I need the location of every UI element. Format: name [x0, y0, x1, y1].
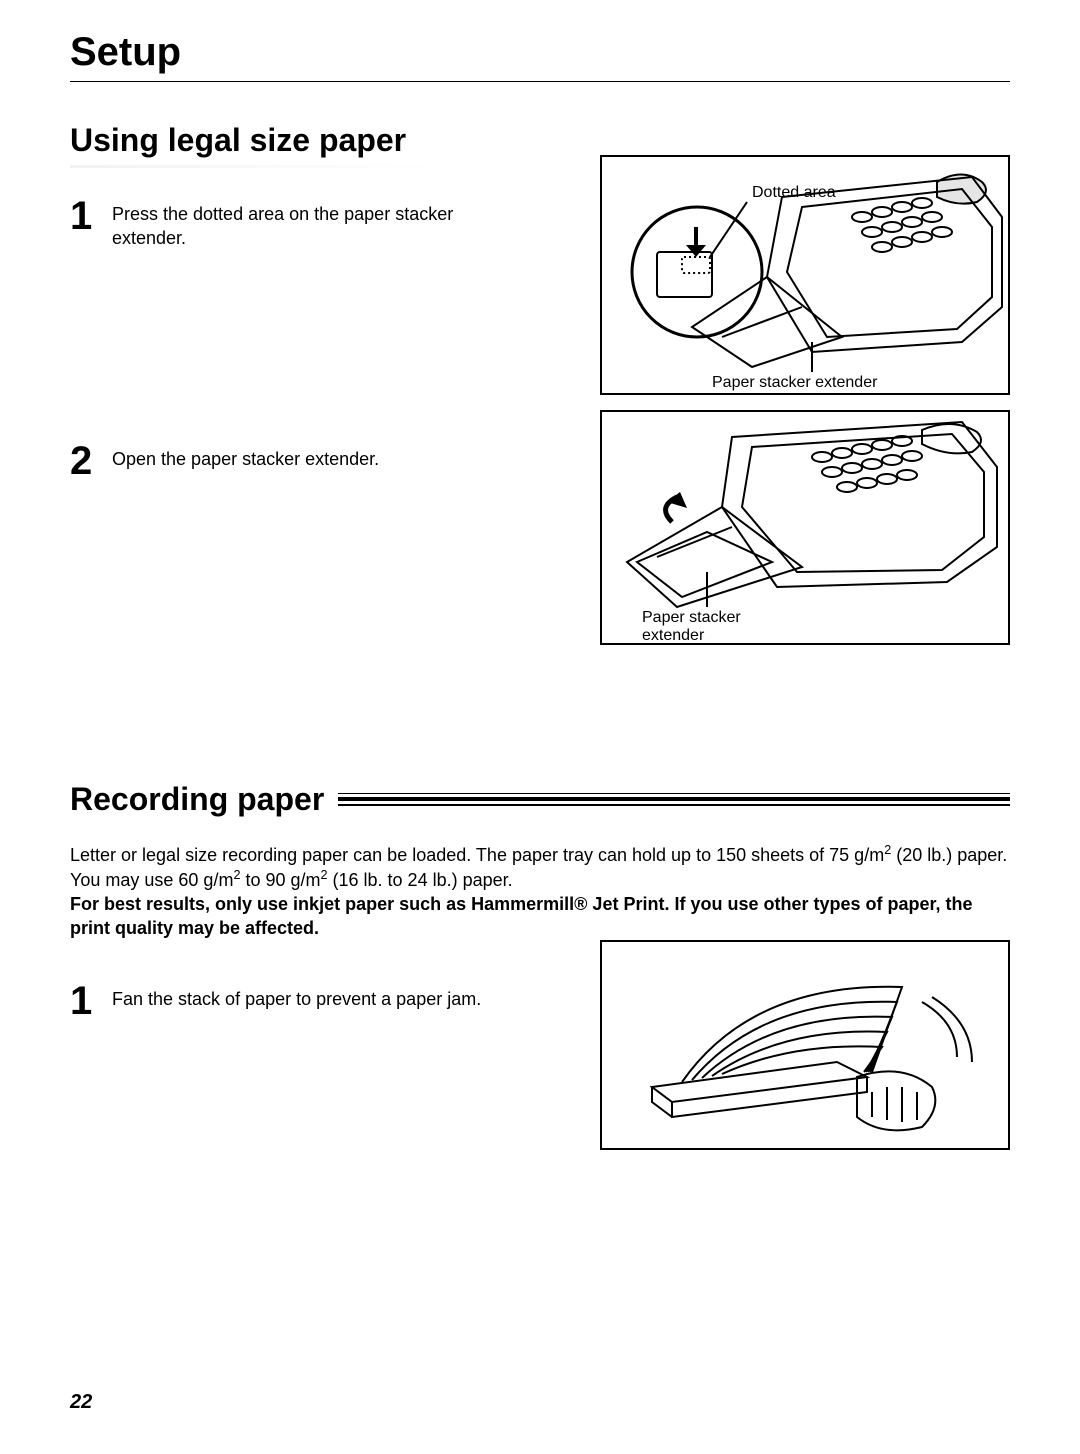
chapter-rule [70, 81, 1010, 82]
section1-underline [70, 165, 440, 168]
page-number: 22 [70, 1391, 92, 1414]
intro-bold: For best results, only use inkjet paper … [70, 894, 973, 938]
intro-text-a: Letter or legal size recording paper can… [70, 845, 884, 865]
rule-thick [338, 797, 1010, 801]
label-extender-line1: Paper stacker [642, 609, 741, 626]
fan-paper-illustration [602, 942, 1012, 1152]
page: Setup Using legal size paper 1 Press the… [0, 0, 1080, 1454]
label-extender-line2: extender [642, 627, 705, 644]
step-number: 1 [70, 196, 112, 236]
section2-title: Recording paper [70, 781, 324, 818]
section2-intro: Letter or legal size recording paper can… [70, 842, 1010, 941]
rule-thin [338, 793, 1010, 795]
figure-dotted-area: Dotted area Paper stacker extender [600, 155, 1010, 395]
figure-open-extender: Paper stacker extender [600, 410, 1010, 645]
chapter-title: Setup [70, 30, 1010, 81]
section2-heading-row: Recording paper [70, 781, 1010, 818]
intro-text-d: (16 lb. to 24 lb.) paper. [328, 870, 513, 890]
step-number: 2 [70, 441, 112, 481]
printer-illustration-1: Dotted area Paper stacker extender [602, 157, 1012, 397]
step-number: 1 [70, 981, 112, 1021]
section2-rule [338, 793, 1010, 806]
step-text: Fan the stack of paper to prevent a pape… [112, 981, 481, 1011]
label-extender: Paper stacker extender [712, 374, 878, 391]
label-dotted-area: Dotted area [752, 184, 836, 201]
rule-thin [338, 804, 1010, 806]
section1-title: Using legal size paper [70, 122, 1010, 159]
printer-illustration-2: Paper stacker extender [602, 412, 1012, 647]
step-text: Press the dotted area on the paper stack… [112, 196, 532, 251]
step-text: Open the paper stacker extender. [112, 441, 379, 471]
figure-fan-paper [600, 940, 1010, 1150]
intro-text-c: to 90 g/m [240, 870, 320, 890]
